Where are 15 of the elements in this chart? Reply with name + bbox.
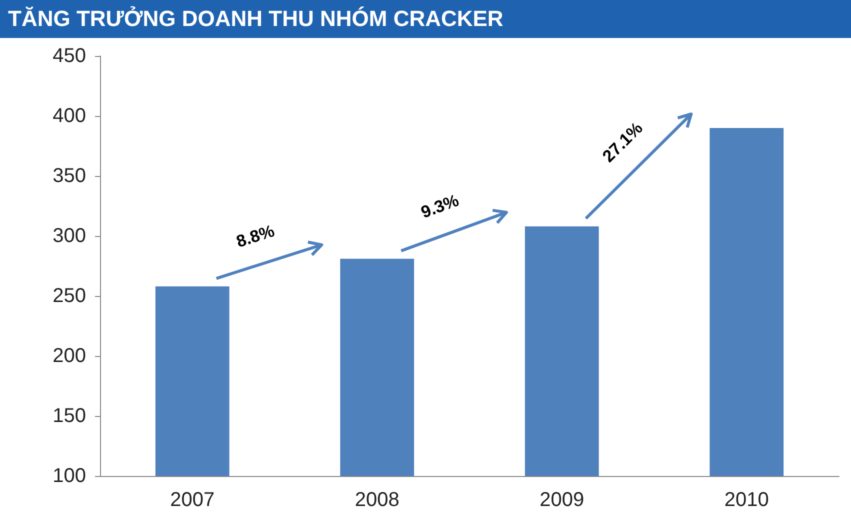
y-tick-label: 200 — [52, 345, 86, 367]
y-tick-label: 350 — [52, 165, 86, 187]
x-tick-label: 2007 — [170, 489, 215, 511]
x-tick-label: 2010 — [724, 489, 769, 511]
y-tick-label: 400 — [52, 105, 86, 127]
y-tick-label: 100 — [52, 465, 86, 487]
y-tick-label: 250 — [52, 285, 86, 307]
y-tick-label: 300 — [52, 225, 86, 247]
chart-title: TĂNG TRƯỞNG DOANH THU NHÓM CRACKER — [0, 0, 851, 38]
annotation: 8.8% — [234, 221, 277, 252]
annotation: 9.3% — [418, 190, 462, 222]
y-tick-label: 150 — [52, 405, 86, 427]
x-tick-label: 2009 — [540, 489, 584, 511]
x-tick-label: 2008 — [354, 489, 400, 511]
y-tick-label: 450 — [52, 45, 86, 67]
